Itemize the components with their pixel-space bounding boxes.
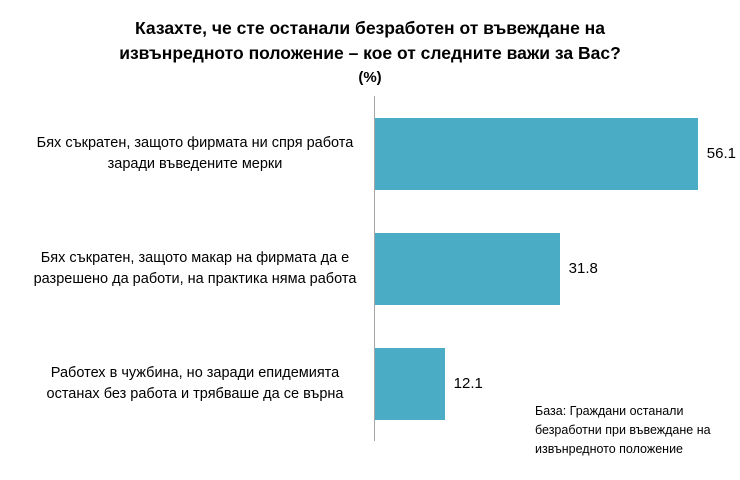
chart-title-line1: Казахте, че сте останали безработен от в… [135, 18, 605, 38]
bar [374, 232, 560, 305]
bar-area: 56.1 [374, 96, 740, 211]
category-label: Бях съкратен, защото фирмата ни спря раб… [36, 134, 354, 172]
bar-area: 12.1 [374, 326, 740, 441]
chart-title: Казахте, че сте останали безработен от в… [0, 16, 740, 66]
bar [374, 117, 698, 190]
value-label: 56.1 [706, 145, 736, 162]
y-axis-line [374, 96, 375, 441]
value-label: 12.1 [453, 375, 483, 392]
category-label: Бях съкратен, защото макар на фирмата да… [33, 249, 357, 287]
bar-row: Работех в чужбина, но заради епидемията … [0, 326, 740, 441]
chart-title-line2: извънредното положение – кое от следните… [119, 43, 621, 63]
chart-unit-label: (%) [358, 69, 382, 86]
bar-row: Бях съкратен, защото фирмата ни спря раб… [0, 96, 740, 211]
bar [374, 347, 445, 420]
category-label: Работех в чужбина, но заради епидемията … [46, 364, 344, 402]
base-note: База: Граждани останали безработни при в… [535, 404, 711, 456]
value-label: 31.8 [568, 260, 598, 277]
plot-area: Бях съкратен, защото фирмата ни спря раб… [0, 96, 740, 441]
bar-area: 31.8 [374, 211, 740, 326]
bar-row: Бях съкратен, защото макар на фирмата да… [0, 211, 740, 326]
